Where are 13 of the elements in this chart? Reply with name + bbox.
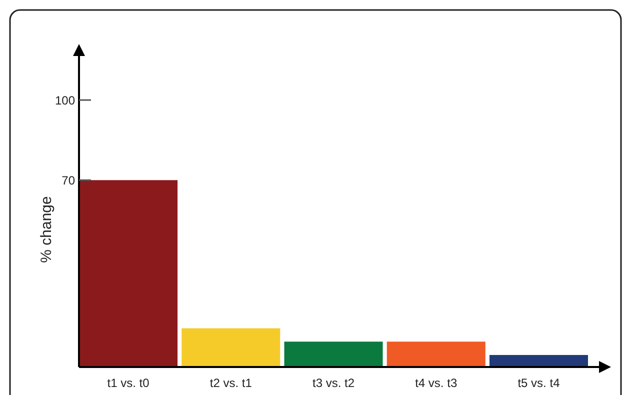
x-tick-label: t4 vs. t3 (415, 376, 458, 390)
bar (182, 328, 280, 367)
bar (386, 342, 486, 367)
x-tick-label: t3 vs. t2 (312, 376, 355, 390)
bar (284, 342, 383, 367)
x-tick-label: t2 vs. t1 (210, 376, 252, 390)
x-tick-label: t5 vs. t4 (518, 376, 560, 390)
x-tick-label: t1 vs. t0 (107, 376, 150, 390)
y-tick-label: 70 (62, 173, 76, 188)
bar (489, 354, 588, 367)
y-axis-title: % change (38, 196, 55, 263)
y-tick-label: 100 (54, 93, 76, 108)
bar (79, 180, 178, 367)
